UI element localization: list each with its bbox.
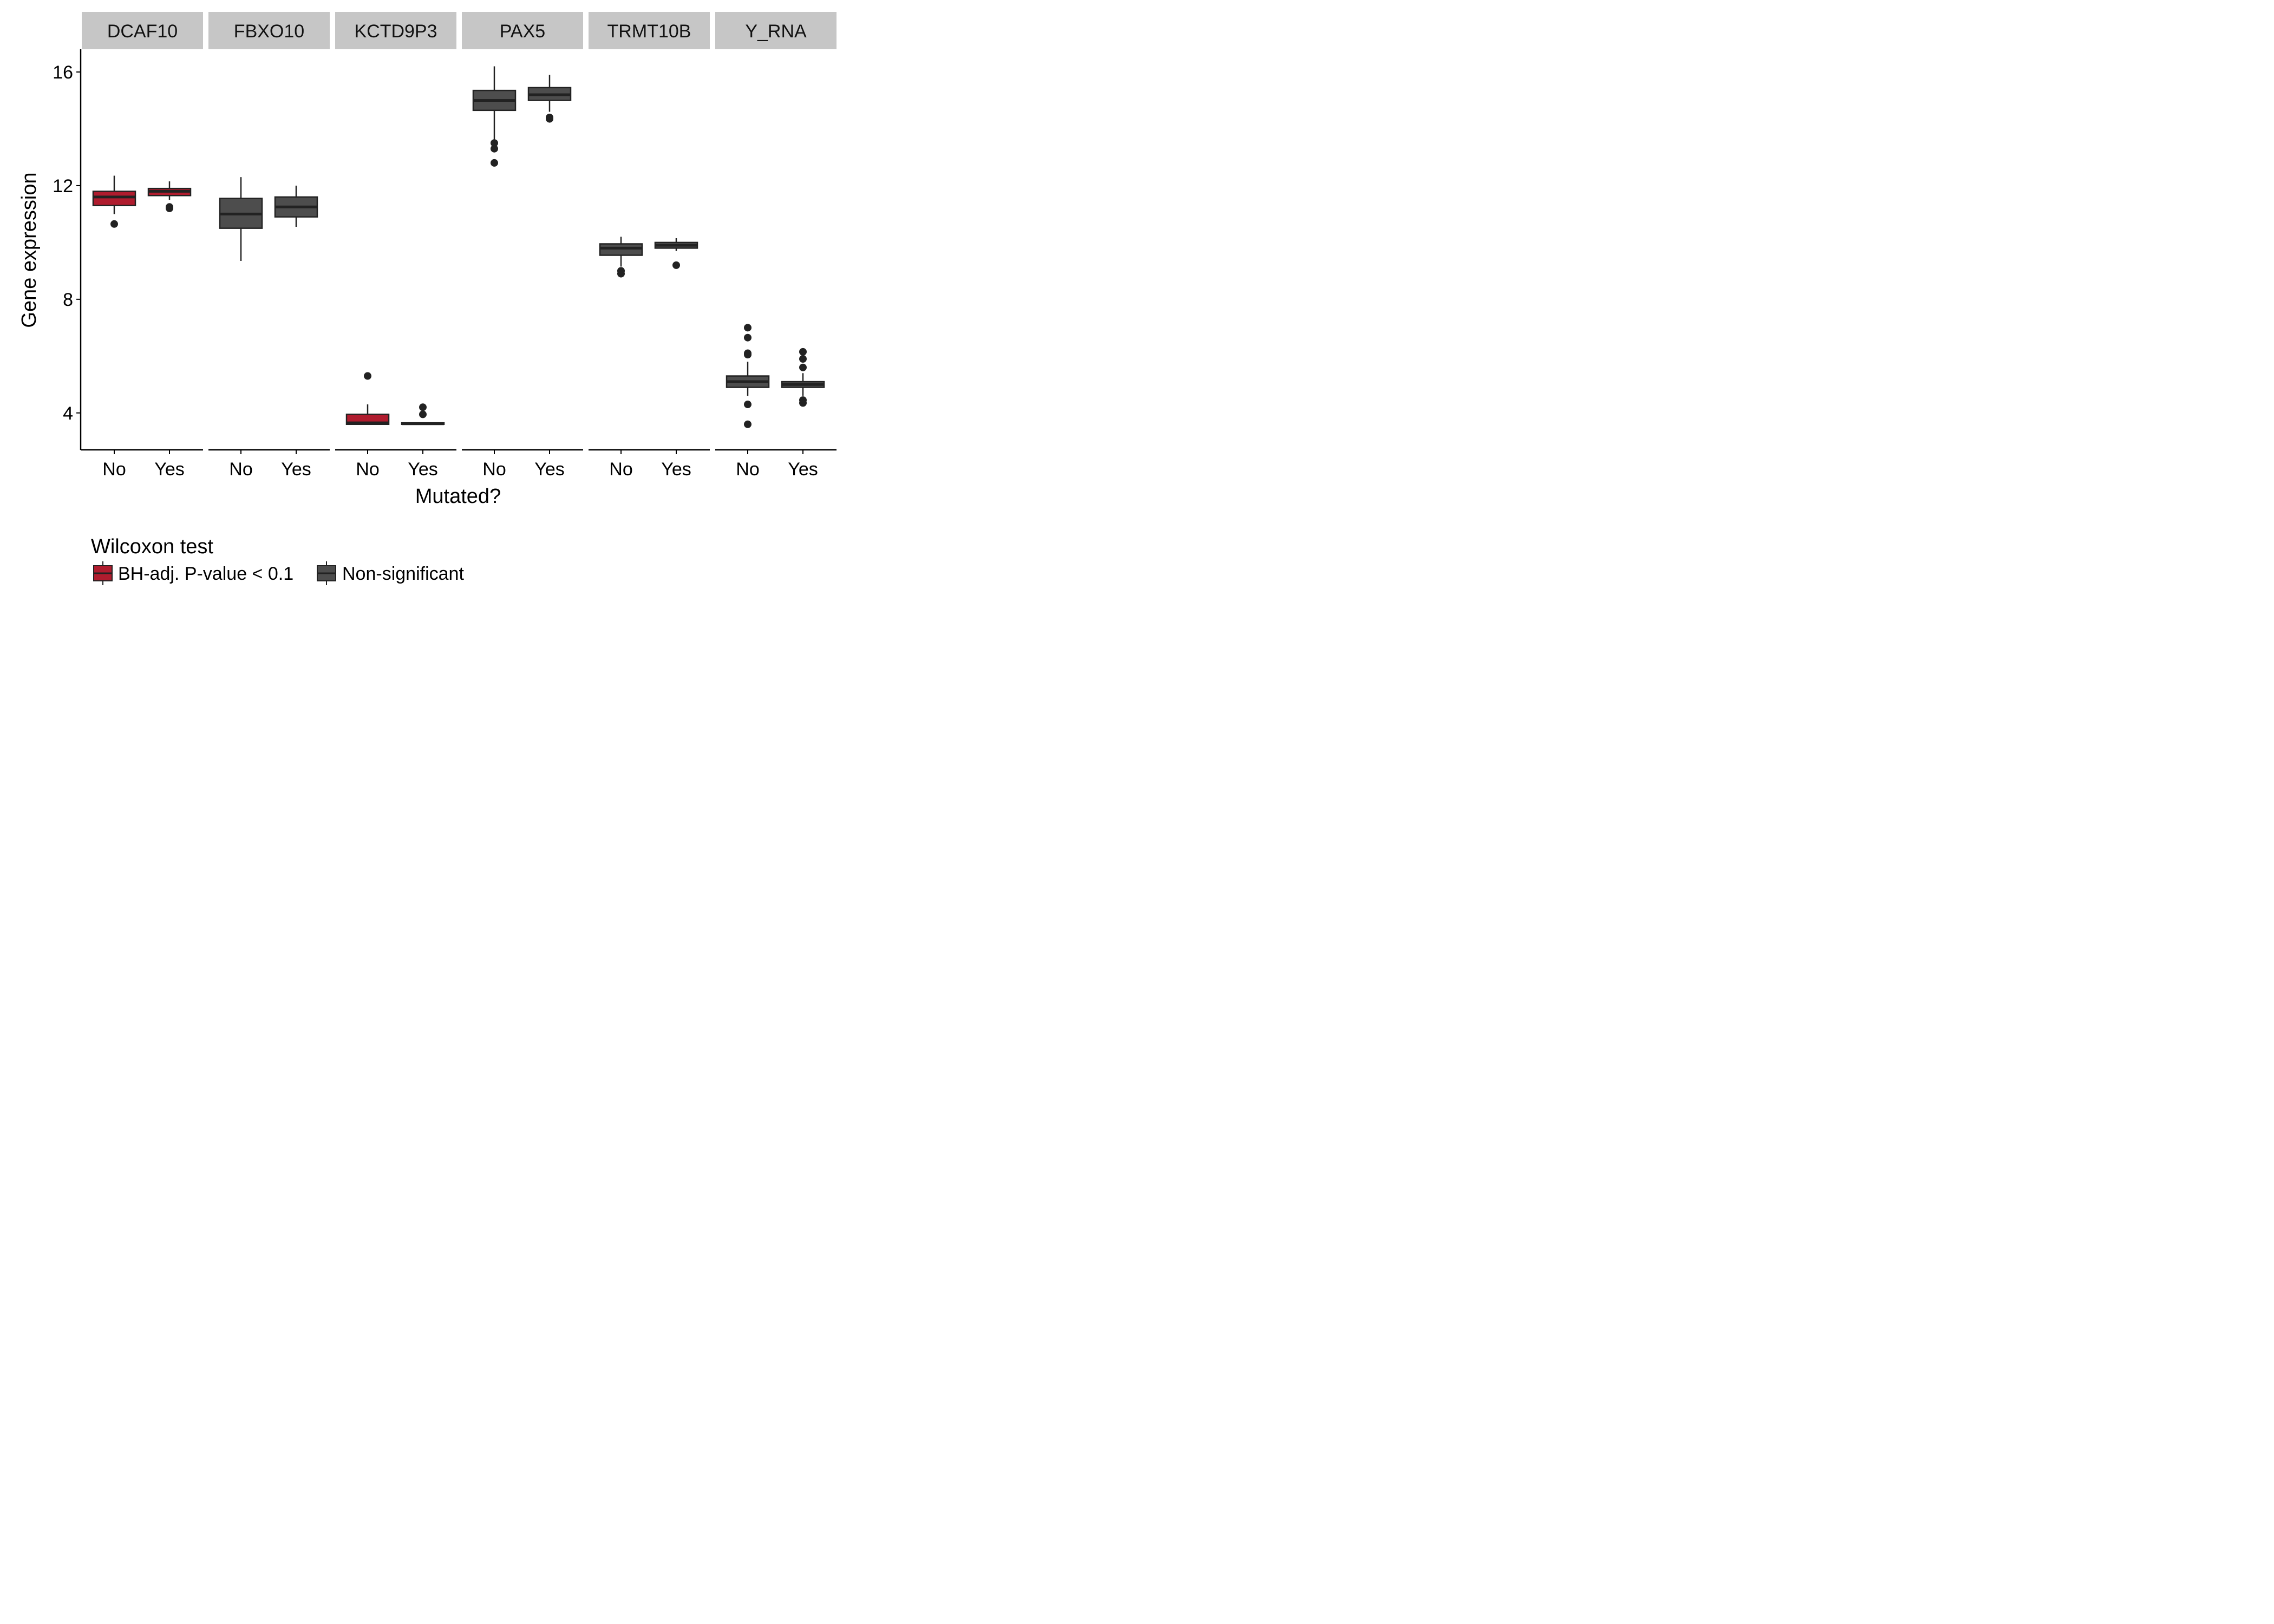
facet-strip-label: DCAF10 (107, 21, 178, 42)
legend: Wilcoxon test BH-adj. P-value < 0.1 Non-… (91, 535, 464, 585)
facet-strip-label: FBXO10 (234, 21, 304, 42)
facet-strip-label: TRMT10B (607, 21, 691, 42)
x-tick-label: No (736, 459, 759, 480)
outlier-point (744, 333, 752, 342)
outlier-point (799, 355, 807, 363)
x-tick-label: No (356, 459, 379, 480)
facet-panel-fbxo10: FBXO10 No Yes (208, 12, 330, 480)
outlier-point (744, 401, 752, 409)
facet-strip (208, 12, 330, 49)
outlier-point (799, 348, 807, 356)
outlier-point (491, 159, 498, 167)
x-tick-label: No (482, 459, 506, 480)
x-tick-label: No (229, 459, 252, 480)
x-tick-label: Yes (281, 459, 311, 480)
boxplot-figure: DCAF10 No Yes FBXO10 No Yes KCTD9P3 No Yes PAX5 No… (0, 0, 845, 603)
boxplot-yes (401, 403, 445, 425)
facet-panel-kctd9p3: KCTD9P3 No Yes (335, 12, 456, 480)
facet-strip (715, 12, 837, 49)
y-tick-label: 12 (53, 176, 73, 197)
outlier-point (166, 203, 173, 211)
facet-strip (335, 12, 456, 49)
boxplot-yes (147, 181, 192, 212)
legend-item-significant: BH-adj. P-value < 0.1 (93, 561, 293, 585)
x-tick-label: No (609, 459, 632, 480)
facet-strip-label: PAX5 (500, 21, 545, 42)
boxplot-no (219, 177, 263, 261)
outlier-point (546, 113, 553, 121)
box-iqr (599, 243, 643, 256)
boxplot-no (599, 237, 643, 278)
outlier-point (617, 270, 625, 278)
boxplot-no (472, 66, 517, 167)
facet-panel-pax5: PAX5 No Yes (462, 12, 583, 480)
outlier-point (110, 220, 118, 228)
y-axis: 4 8 12 16 (53, 49, 82, 450)
outlier-point (419, 403, 427, 411)
boxplot-no (92, 175, 136, 228)
facet-strip (82, 12, 203, 49)
y-tick-label: 4 (63, 403, 73, 424)
facet-strip (589, 12, 710, 49)
outlier-point (744, 351, 752, 359)
facet-strip (462, 12, 583, 49)
facet-panel-trmt10b: TRMT10B No Yes (589, 12, 710, 480)
y-tick-label: 16 (53, 62, 73, 83)
boxplot-yes (654, 238, 698, 269)
x-tick-label: Yes (661, 459, 691, 480)
x-tick-label: No (102, 459, 126, 480)
boxplot-yes (274, 185, 318, 227)
y-tick-label: 8 (63, 290, 73, 310)
boxplot-yes (781, 348, 825, 407)
boxplot-no (345, 372, 390, 425)
boxplot-no (726, 324, 770, 428)
outlier-point (799, 363, 807, 371)
facet-strip-label: Y_RNA (745, 21, 807, 42)
outlier-point (419, 410, 427, 418)
facet-panel-y-rna: Y_RNA No Yes (715, 12, 837, 480)
y-axis-title: Gene expression (18, 172, 41, 328)
x-tick-label: Yes (154, 459, 184, 480)
x-tick-label: Yes (534, 459, 564, 480)
facet-panels: DCAF10 No Yes FBXO10 No Yes KCTD9P3 No Yes PAX5 No… (81, 12, 837, 480)
legend-label-significant: BH-adj. P-value < 0.1 (118, 564, 293, 584)
boxplot-yes (527, 75, 572, 123)
legend-title: Wilcoxon test (91, 535, 213, 558)
x-axis-title: Mutated? (415, 485, 501, 508)
legend-label-nonsignificant: Non-significant (342, 564, 464, 584)
outlier-point (364, 372, 371, 380)
x-tick-label: Yes (788, 459, 818, 480)
outlier-point (799, 399, 807, 407)
outlier-point (491, 145, 498, 153)
outlier-point (491, 139, 498, 147)
facet-panel-dcaf10: DCAF10 No Yes (81, 12, 203, 480)
legend-item-nonsignificant: Non-significant (317, 561, 464, 585)
outlier-point (672, 261, 680, 269)
outlier-point (744, 420, 752, 428)
chart-canvas: DCAF10 No Yes FBXO10 No Yes KCTD9P3 No Yes PAX5 No… (18, 12, 837, 585)
box-iqr (92, 191, 136, 206)
facet-strip-label: KCTD9P3 (354, 21, 437, 42)
outlier-point (744, 324, 752, 332)
x-tick-label: Yes (408, 459, 437, 480)
